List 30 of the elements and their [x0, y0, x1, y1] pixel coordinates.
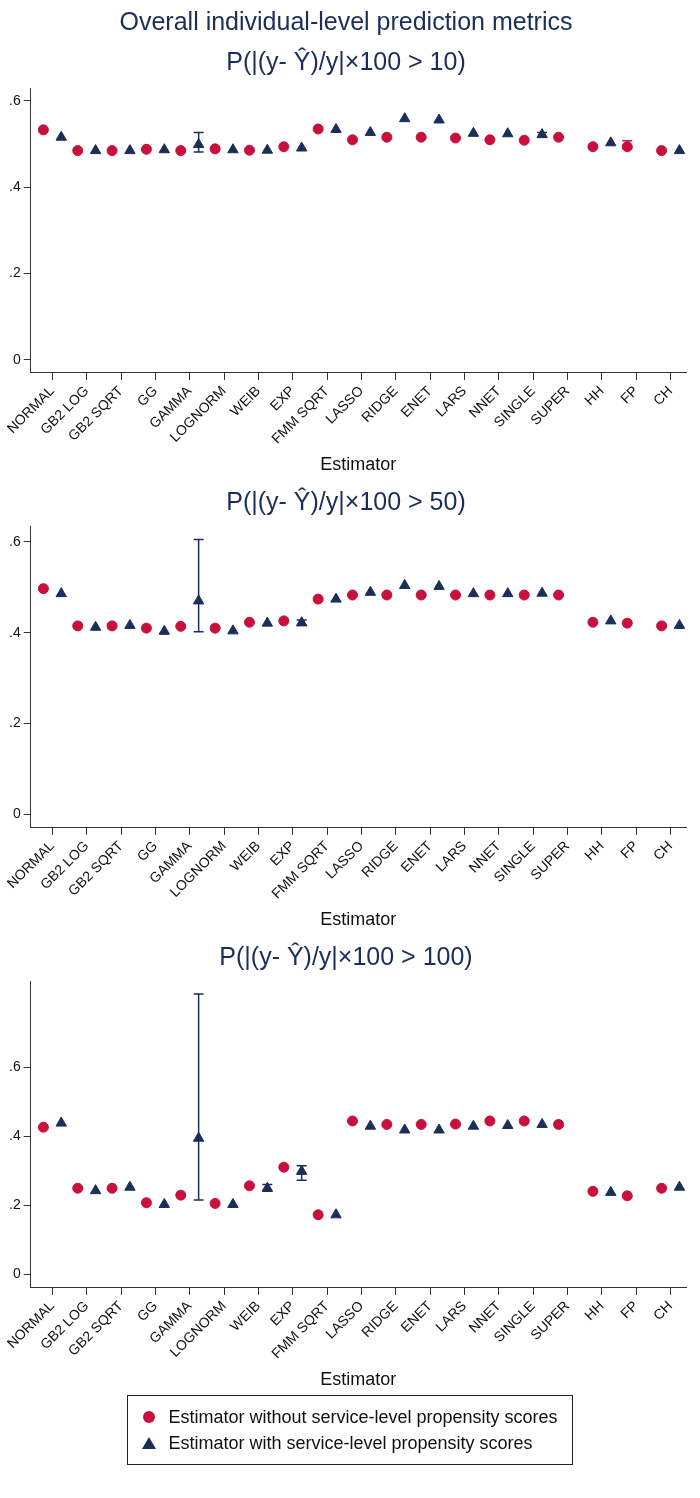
y-tick-label: .2 [8, 1196, 21, 1213]
x-axis-title: Estimator [320, 909, 397, 930]
y-tick-label: .4 [8, 178, 21, 195]
chart-title: P(|(y- Ŷ)/y|×100 > 50) [226, 486, 466, 515]
x-tick-label: HH [581, 837, 607, 864]
x-axis-title: Estimator [320, 454, 397, 475]
x-tick-label: HH [581, 382, 607, 409]
legend-label: Estimator with service-level propensity scores [168, 1432, 533, 1455]
x-tick-label: CH [649, 837, 676, 864]
x-tick-label: CH [649, 382, 676, 409]
x-axis-title: Estimator [320, 1369, 397, 1390]
y-tick-label: 0 [12, 350, 21, 367]
chart-title: Overall individual-level prediction metrics [119, 6, 573, 35]
y-tick-label: 0 [12, 1264, 21, 1281]
x-tick-label: FP [617, 837, 642, 862]
y-tick-label: .4 [8, 623, 21, 640]
y-tick-label: .2 [8, 714, 21, 731]
y-tick-label: .2 [8, 264, 21, 281]
y-tick-label: .6 [8, 91, 21, 108]
chart-title: P(|(y- Ŷ)/y|×100 > 100) [219, 941, 473, 970]
x-tick-label: FP [617, 1297, 642, 1322]
x-tick-label: HH [581, 1297, 607, 1324]
y-tick-label: .6 [8, 1058, 21, 1075]
y-tick-label: .6 [8, 532, 21, 549]
chart-subtitle: P(|(y- Ŷ)/y|×100 > 10) [226, 46, 466, 75]
x-tick-label: FP [617, 382, 642, 407]
y-tick-label: 0 [12, 805, 21, 822]
y-tick-label: .4 [8, 1127, 21, 1144]
legend-label: Estimator without service-level propensity scores [168, 1406, 558, 1429]
x-tick-label: CH [649, 1297, 676, 1324]
